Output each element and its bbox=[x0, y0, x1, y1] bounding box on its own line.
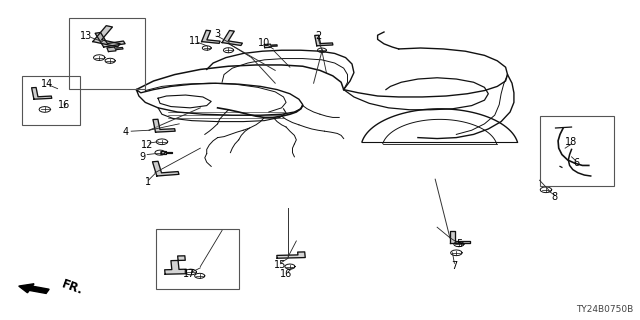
Polygon shape bbox=[264, 44, 277, 48]
Bar bbox=[540, 116, 614, 186]
Text: 8: 8 bbox=[552, 192, 558, 203]
Bar bbox=[69, 18, 145, 89]
Text: TY24B0750B: TY24B0750B bbox=[577, 305, 634, 314]
Text: 16: 16 bbox=[280, 269, 292, 279]
Text: 15: 15 bbox=[273, 260, 286, 270]
Polygon shape bbox=[153, 119, 175, 132]
Text: FR.: FR. bbox=[60, 278, 84, 298]
Text: 9: 9 bbox=[139, 152, 145, 162]
Text: 3: 3 bbox=[214, 29, 221, 39]
Text: 6: 6 bbox=[573, 158, 579, 168]
Text: 17: 17 bbox=[182, 269, 195, 279]
Text: 16: 16 bbox=[58, 100, 70, 110]
Polygon shape bbox=[202, 30, 220, 44]
Polygon shape bbox=[164, 256, 187, 274]
Text: 12: 12 bbox=[141, 140, 154, 150]
Polygon shape bbox=[93, 26, 120, 47]
Text: 5: 5 bbox=[456, 239, 463, 249]
Polygon shape bbox=[222, 30, 243, 45]
Polygon shape bbox=[161, 151, 172, 154]
Text: 1: 1 bbox=[145, 177, 152, 188]
Text: 7: 7 bbox=[451, 260, 458, 271]
Bar bbox=[22, 76, 80, 125]
Bar bbox=[156, 229, 239, 289]
Text: 4: 4 bbox=[123, 127, 129, 137]
Polygon shape bbox=[95, 32, 125, 47]
Polygon shape bbox=[450, 230, 470, 243]
Text: 10: 10 bbox=[258, 37, 271, 48]
Polygon shape bbox=[277, 252, 305, 258]
Polygon shape bbox=[152, 161, 179, 176]
Polygon shape bbox=[19, 284, 49, 293]
Text: 18: 18 bbox=[565, 137, 578, 147]
Text: 14: 14 bbox=[40, 79, 53, 89]
Text: 11: 11 bbox=[189, 36, 202, 46]
Text: 13: 13 bbox=[80, 31, 93, 41]
Polygon shape bbox=[315, 35, 333, 46]
Polygon shape bbox=[31, 87, 52, 99]
Polygon shape bbox=[107, 47, 123, 52]
Text: 2: 2 bbox=[315, 31, 321, 41]
